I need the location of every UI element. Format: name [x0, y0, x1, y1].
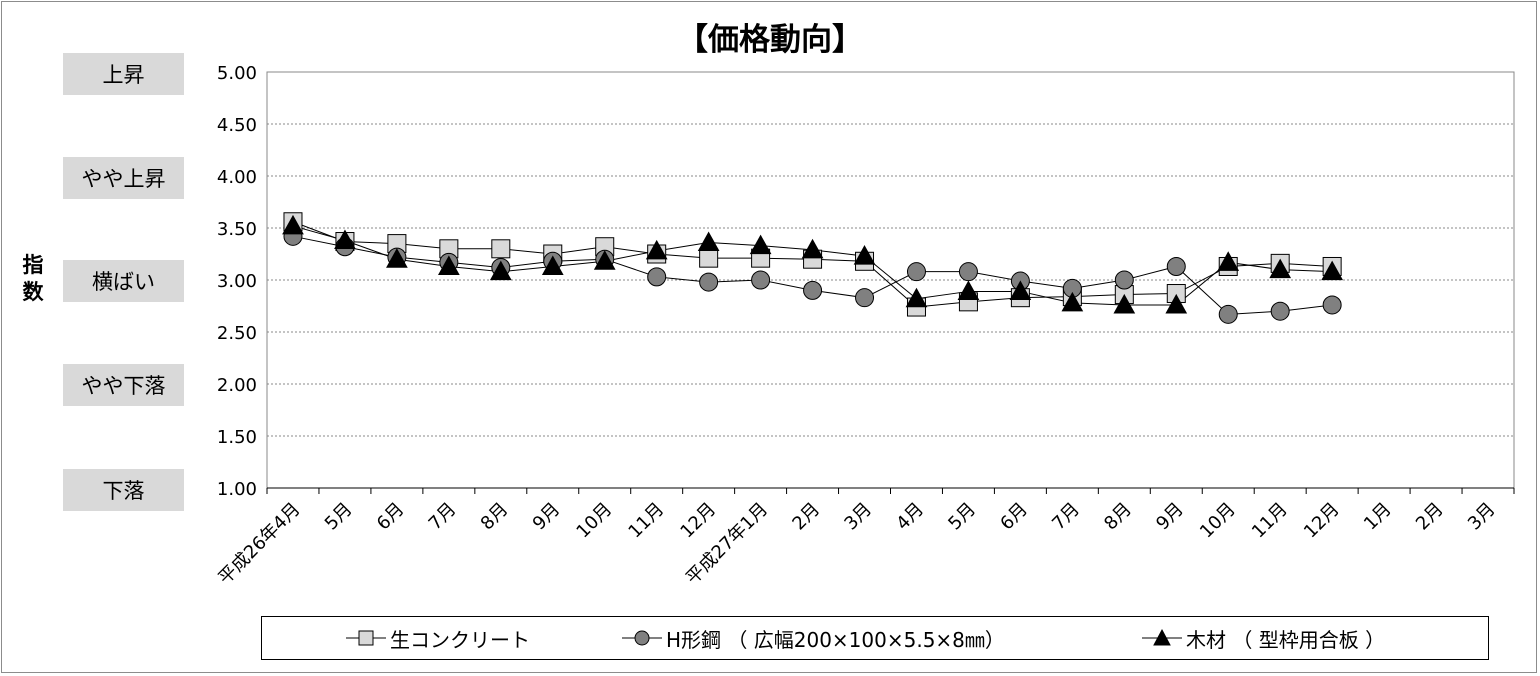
data-point-triangle	[593, 250, 616, 270]
y-tick-label: 3.00	[217, 271, 257, 292]
circle-marker-icon	[622, 630, 662, 646]
legend-label-concrete: 生コンクリート	[390, 627, 530, 652]
data-point-triangle	[1061, 291, 1084, 312]
y-tick-label: 5.00	[217, 63, 257, 84]
legend-label-h-steel: H形鋼 （ 広幅200×100×5.5×8㎜）	[666, 627, 1005, 652]
data-point-triangle	[1217, 251, 1240, 271]
data-point-triangle	[697, 231, 720, 252]
data-point-circle	[906, 262, 926, 282]
x-tick-label: 4月	[892, 499, 928, 535]
legend-item-concrete: 生コンクリート	[346, 617, 530, 659]
data-point-triangle	[1009, 280, 1032, 300]
data-point-triangle	[957, 280, 980, 300]
x-tick-label: 3月	[1464, 499, 1500, 535]
data-point-circle	[1218, 304, 1238, 324]
y-tick-label: 4.00	[217, 167, 257, 188]
x-tick-label: 5月	[944, 499, 980, 535]
chart-title: 【価格動向】	[677, 22, 863, 58]
x-tick-label: 平成26年4月	[214, 499, 304, 589]
data-point-circle	[803, 280, 823, 300]
data-point-triangle	[1269, 258, 1292, 279]
data-point-triangle	[489, 260, 512, 281]
square-marker-icon	[346, 630, 386, 646]
data-point-circle	[1114, 270, 1134, 290]
y-tick-label: 1.50	[217, 427, 257, 448]
y-tick-label: 2.50	[217, 323, 257, 344]
data-point-triangle	[905, 287, 928, 308]
data-point-circle	[1322, 295, 1342, 315]
data-point-circle	[958, 262, 978, 282]
x-tick-label: 11月	[624, 499, 668, 543]
level-label-slight-fall: やや下落	[63, 364, 184, 406]
level-label-rise: 上昇	[63, 53, 184, 95]
y-tick-label: 4.50	[217, 115, 257, 136]
x-tick-label: 12月	[1300, 499, 1344, 543]
data-point-triangle	[749, 234, 772, 255]
data-point-circle	[855, 288, 875, 308]
data-point-triangle	[1165, 293, 1188, 314]
x-tick-label: 10月	[1196, 499, 1240, 543]
data-point-circle	[1270, 301, 1290, 321]
x-tick-label: 7月	[425, 499, 461, 535]
x-tick-label: 2月	[1412, 499, 1448, 535]
x-tick-label: 9月	[1152, 499, 1188, 535]
data-point-circle	[751, 270, 771, 290]
y-axis-label: 指数	[22, 253, 44, 304]
data-point-triangle	[1321, 260, 1343, 281]
x-tick-label: 11月	[1248, 499, 1292, 543]
legend-item-h-steel: H形鋼 （ 広幅200×100×5.5×8㎜）	[622, 617, 1005, 659]
data-point-square	[699, 248, 719, 268]
x-tick-label: 5月	[321, 499, 357, 535]
data-point-circle	[1166, 256, 1186, 276]
x-tick-label: 1月	[1360, 499, 1396, 535]
legend: 生コンクリート H形鋼 （ 広幅200×100×5.5×8㎜） 木材 （ 型枠用…	[261, 616, 1489, 660]
data-point-triangle	[541, 255, 564, 275]
data-point-triangle	[645, 239, 668, 260]
x-tick-label: 8月	[477, 499, 513, 535]
x-tick-label: 12月	[676, 499, 720, 543]
legend-item-timber: 木材 （ 型枠用合板 ）	[1142, 617, 1385, 659]
y-tick-label: 3.50	[217, 219, 257, 240]
data-point-triangle	[853, 245, 876, 265]
x-tick-label: 6月	[373, 499, 409, 535]
x-tick-label: 8月	[1100, 499, 1136, 535]
legend-label-timber: 木材 （ 型枠用合板 ）	[1186, 627, 1386, 652]
x-tick-label: 9月	[529, 499, 565, 535]
data-point-triangle	[334, 229, 356, 249]
data-point-triangle	[1113, 293, 1136, 314]
x-tick-label: 2月	[788, 499, 824, 535]
level-label-fall: 下落	[63, 469, 184, 511]
triangle-marker-icon	[1142, 628, 1182, 646]
x-tick-label: 7月	[1048, 499, 1084, 535]
data-point-circle	[647, 267, 667, 287]
data-point-triangle	[282, 214, 304, 235]
data-point-circle	[699, 272, 719, 292]
data-point-triangle	[801, 238, 824, 259]
data-point-square	[491, 239, 511, 259]
data-point-triangle	[386, 248, 408, 268]
level-label-flat: 横ばい	[63, 260, 184, 302]
x-tick-label: 6月	[996, 499, 1032, 535]
x-tick-label: 3月	[840, 499, 876, 535]
y-tick-label: 2.00	[217, 375, 257, 396]
data-point-triangle	[438, 255, 460, 275]
level-label-slight-rise: やや上昇	[63, 157, 184, 199]
y-tick-label: 1.00	[217, 479, 257, 500]
x-tick-label: 10月	[572, 499, 616, 543]
